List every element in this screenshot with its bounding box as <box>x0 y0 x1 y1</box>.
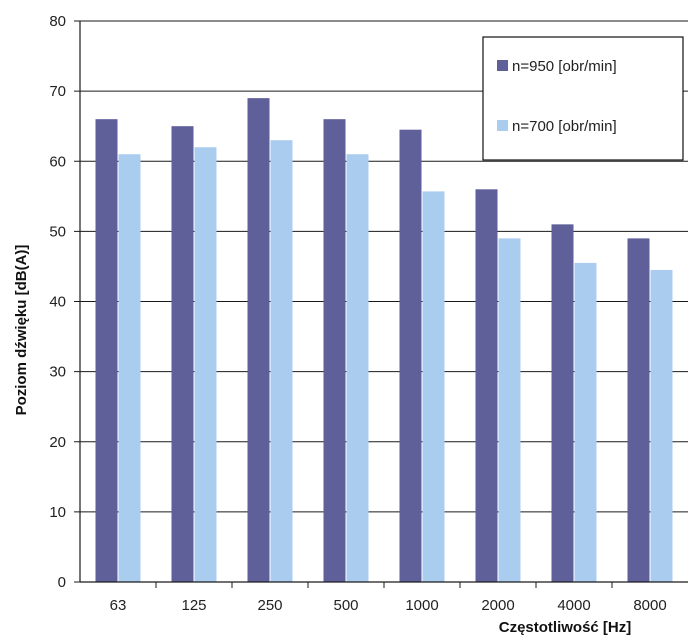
x-tick-label: 125 <box>181 597 206 614</box>
bar-2000-n700 <box>498 238 521 582</box>
x-axis-label: Częstotliwość [Hz] <box>499 619 632 636</box>
y-tick-label: 30 <box>49 364 66 381</box>
x-tick-label: 63 <box>110 597 127 614</box>
legend-box <box>482 36 684 161</box>
bar-250-n950 <box>247 98 270 582</box>
bar-8000-n950 <box>627 238 650 582</box>
y-tick-label: 40 <box>49 294 66 311</box>
bar-8000-n700 <box>650 269 673 582</box>
bar-125-n700 <box>194 147 217 582</box>
legend-label-n950: n=950 [obr/min] <box>512 58 617 75</box>
legend-label-n700: n=700 [obr/min] <box>512 118 617 135</box>
y-tick-label: 0 <box>58 574 66 591</box>
x-tick-label: 4000 <box>557 597 590 614</box>
x-tick-label: 500 <box>333 597 358 614</box>
bar-1000-n700 <box>422 191 445 582</box>
y-tick-label: 80 <box>49 13 66 30</box>
bar-2000-n950 <box>475 189 498 583</box>
y-tick-label: 60 <box>49 153 66 170</box>
bar-500-n950 <box>323 119 346 583</box>
bar-125-n950 <box>171 126 194 582</box>
x-tick-label: 2000 <box>481 597 514 614</box>
bar-63-n950 <box>95 119 118 583</box>
legend: n=950 [obr/min] n=700 [obr/min] <box>482 36 684 161</box>
legend-swatch-n700 <box>497 120 508 131</box>
x-tick-label: 8000 <box>633 597 666 614</box>
x-tick-label: 1000 <box>405 597 438 614</box>
y-tick-labels: 0 10 20 30 40 50 60 70 80 <box>49 13 66 591</box>
bar-63-n700 <box>118 154 141 583</box>
y-axis-label: Poziom dźwięku [dB(A)] <box>13 245 30 416</box>
bar-4000-n700 <box>574 262 597 582</box>
y-tick-label: 20 <box>49 434 66 451</box>
legend-swatch-n950 <box>497 60 508 71</box>
x-tick-label: 250 <box>257 597 282 614</box>
x-tick-labels: 63 125 250 500 1000 2000 4000 8000 <box>110 597 667 614</box>
y-tick-label: 70 <box>49 83 66 100</box>
bars <box>95 98 673 583</box>
axes <box>79 21 688 588</box>
y-tick-label: 10 <box>49 504 66 521</box>
bar-1000-n950 <box>399 129 422 582</box>
bar-4000-n950 <box>551 224 574 583</box>
bar-500-n700 <box>346 154 369 583</box>
bar-250-n700 <box>270 140 293 582</box>
y-tick-label: 50 <box>49 223 66 240</box>
